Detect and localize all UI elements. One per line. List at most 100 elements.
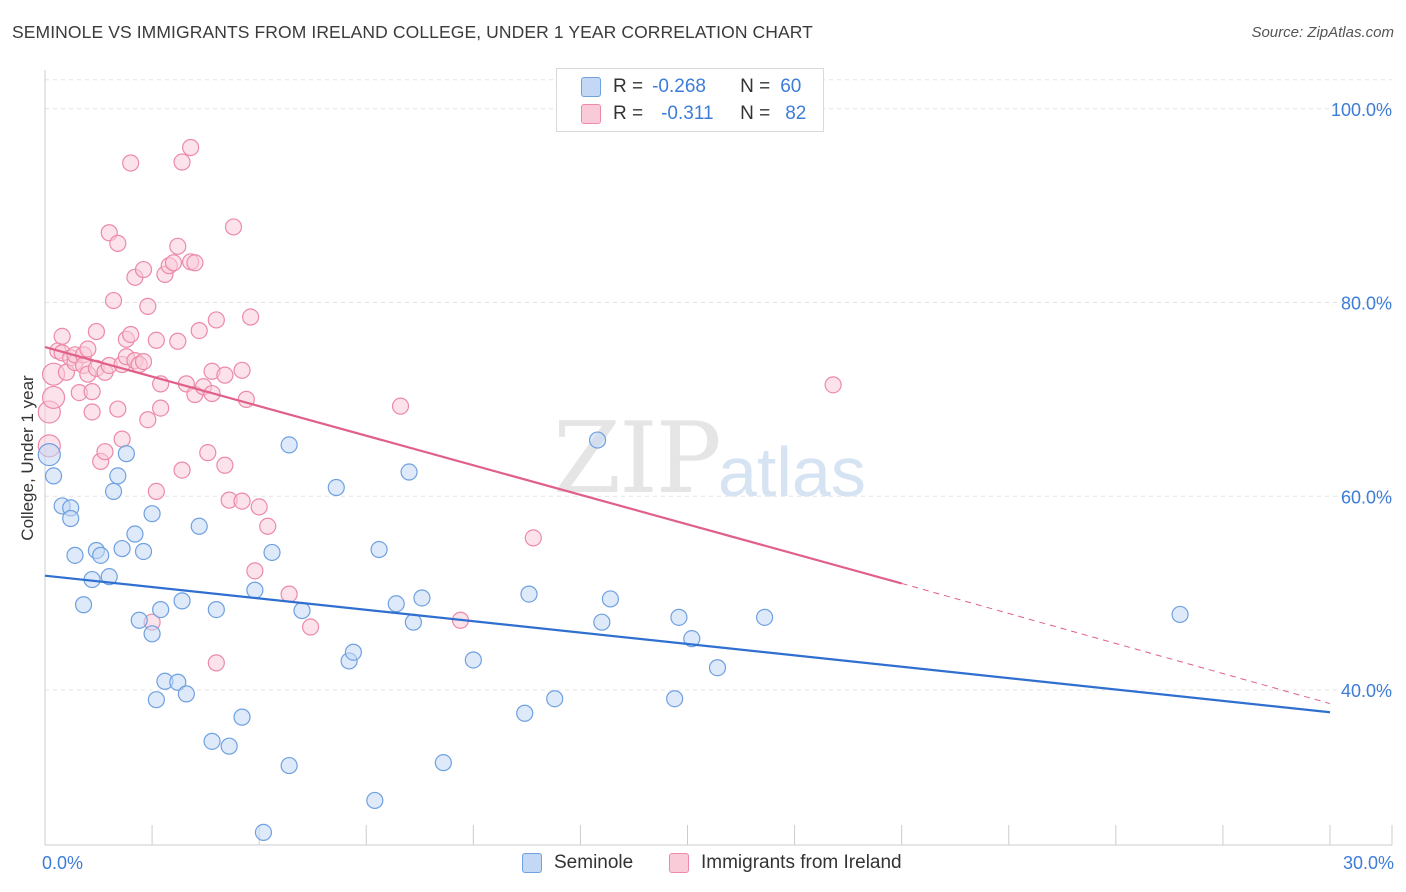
seminole-point (601, 590, 620, 608)
seminole-point (520, 585, 538, 603)
seminole-point (126, 525, 144, 543)
seminole-point (203, 732, 221, 750)
ireland-point (147, 331, 165, 349)
seminole-point (254, 823, 273, 842)
ireland-point (233, 361, 251, 379)
seminole-point (113, 539, 131, 558)
seminole-point (387, 595, 405, 613)
legend-swatch-ireland (581, 104, 601, 124)
ireland-point (113, 430, 131, 448)
seminole-point (1171, 605, 1189, 624)
series-legend-seminole[interactable]: Seminole (522, 852, 633, 874)
x-tick-label: 30.0% (1343, 853, 1394, 873)
seminole-point (263, 543, 281, 562)
ireland-point (83, 383, 101, 401)
ireland-point (41, 385, 66, 410)
seminole-point (92, 546, 110, 564)
ireland-point (216, 456, 234, 474)
legend-r-label: R = (613, 76, 644, 97)
seminole-point (109, 467, 127, 485)
ireland-point (122, 154, 140, 172)
seminole-point (169, 673, 187, 691)
legend-r-value: -0.311 (661, 103, 714, 124)
seminole-point (130, 611, 148, 629)
ireland-point (79, 340, 97, 358)
seminole-point (44, 467, 63, 485)
ireland-point (96, 443, 114, 461)
ireland-point (301, 618, 320, 636)
legend-n-value: 60 (780, 76, 802, 97)
seminole-point (66, 546, 84, 564)
ireland-point (134, 260, 153, 279)
seminole-point (666, 690, 684, 708)
legend-n-label: N = (740, 103, 771, 124)
ireland-point (824, 376, 842, 394)
ireland-point (169, 332, 187, 350)
ireland-point (207, 654, 225, 672)
ireland-point (242, 308, 260, 326)
ireland-point (169, 237, 187, 255)
series-label-seminole: Seminole (554, 852, 634, 873)
ireland-trendline (44, 346, 902, 585)
ireland-point (53, 327, 71, 346)
seminole-point (413, 589, 431, 607)
seminole-point (593, 613, 611, 631)
seminole-point (400, 463, 418, 481)
legend-row-seminole: R = -0.268 N = 60 (581, 75, 801, 99)
seminole-point (143, 625, 161, 643)
seminole-point (104, 482, 123, 501)
seminole-point (62, 509, 80, 528)
seminole-point (755, 608, 774, 626)
seminole-point (173, 592, 191, 610)
x-tick-label: 0.0% (42, 853, 83, 873)
seminole-point (190, 517, 208, 535)
series-swatch-ireland (669, 853, 689, 873)
seminole-point (434, 754, 452, 772)
ireland-point (87, 322, 106, 341)
legend-row-ireland: R = -0.311 N = 82 (581, 102, 806, 126)
legend-r-label: R = (613, 103, 644, 124)
seminole-point (344, 643, 362, 661)
ireland-point (233, 492, 251, 510)
legend-n-value: 82 (785, 103, 807, 124)
ireland-point (164, 254, 183, 272)
seminole-point (147, 691, 165, 709)
seminole-point (464, 651, 482, 669)
seminole-point (404, 613, 422, 631)
seminole-trendline (44, 574, 1331, 714)
series-label-ireland: Immigrants from Ireland (701, 852, 902, 873)
ireland-point (152, 399, 170, 417)
seminole-point (37, 442, 61, 467)
seminole-point (117, 445, 135, 463)
seminole-point (74, 596, 93, 614)
seminole-point (280, 436, 298, 454)
seminole-point (246, 581, 264, 599)
seminole-point (546, 690, 564, 708)
ireland-point (109, 400, 127, 418)
ireland-point (524, 529, 542, 547)
legend-r-value: -0.268 (652, 76, 706, 97)
ireland-point (173, 153, 191, 171)
ireland-point (139, 411, 157, 429)
ireland-point (83, 403, 101, 421)
seminole-point (516, 704, 534, 722)
ireland-point (246, 562, 264, 580)
seminole-point (670, 608, 688, 626)
ireland-point (259, 517, 277, 535)
y-tick-label: 60.0% (1341, 487, 1392, 507)
seminole-point (134, 542, 153, 561)
y-tick-label: 80.0% (1341, 294, 1392, 314)
ireland-point (104, 291, 123, 310)
ireland-point (224, 218, 243, 236)
seminole-point (708, 659, 727, 677)
seminole-point (327, 478, 345, 497)
seminole-point (152, 600, 170, 619)
ireland-point (190, 321, 208, 340)
ireland-point (122, 325, 140, 344)
ireland-point (199, 444, 217, 462)
ireland-point (280, 585, 298, 603)
series-legend-ireland[interactable]: Immigrants from Ireland (669, 852, 902, 874)
stats-legend: R = -0.268 N = 60 R = -0.311 N = 82 (556, 68, 824, 132)
watermark-zip: ZIP (553, 402, 722, 516)
ireland-point (147, 482, 165, 501)
